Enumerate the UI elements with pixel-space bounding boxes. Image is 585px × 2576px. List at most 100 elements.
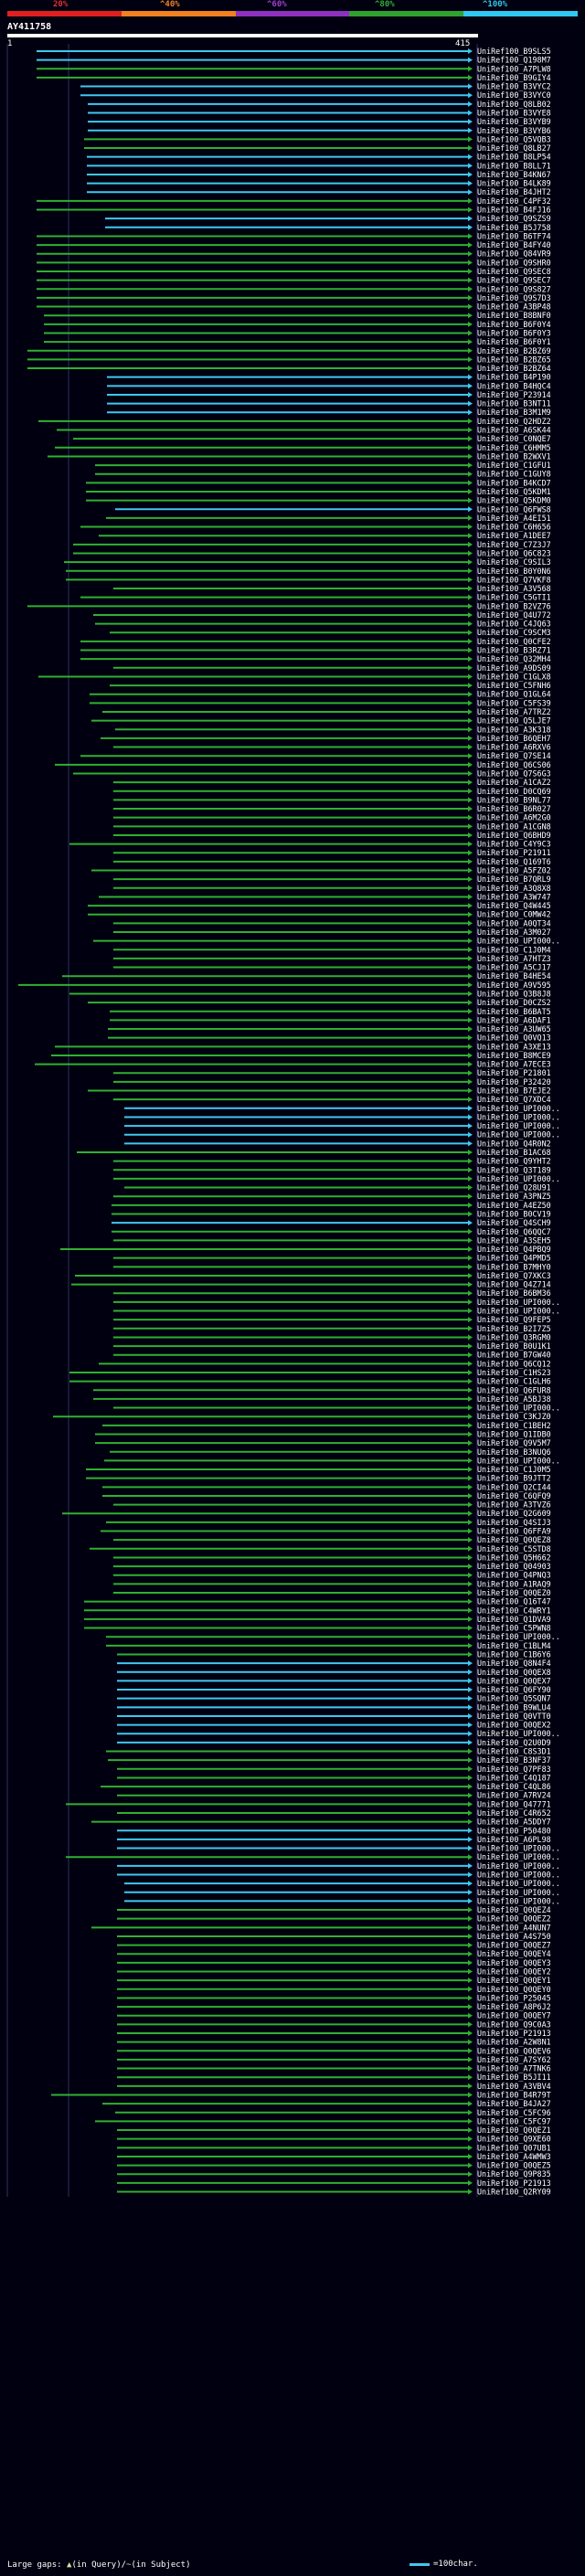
hit-row[interactable]: UniRef100_B6QEH7 (101, 734, 551, 743)
hit-row[interactable]: UniRef100_UPI000.. (113, 1174, 560, 1183)
hit-label[interactable]: UniRef100_C1J0M5 (477, 1465, 551, 1474)
hit-label[interactable]: UniRef100_Q0QEX8 (477, 1668, 551, 1677)
hit-label[interactable]: UniRef100_A3M027 (477, 928, 551, 937)
hit-row[interactable]: UniRef100_Q4Z714 (71, 1280, 551, 1289)
hit-row[interactable]: UniRef100_B4P190 (107, 373, 551, 382)
hit-label[interactable]: UniRef100_UPI000.. (477, 1632, 560, 1641)
hit-row[interactable]: UniRef100_B6F0Y3 (44, 328, 551, 337)
hit-label[interactable]: UniRef100_A4EZ50 (477, 1201, 551, 1210)
hit-label[interactable]: UniRef100_Q0QEX2 (477, 1721, 551, 1730)
hit-row[interactable]: UniRef100_C5FS39 (90, 698, 551, 707)
hit-label[interactable]: UniRef100_A9V595 (477, 981, 551, 990)
hit-label[interactable]: UniRef100_C1GLX8 (477, 672, 551, 681)
hit-label[interactable]: UniRef100_A7ECE3 (477, 1060, 551, 1069)
hit-row[interactable]: UniRef100_C3KJZ0 (53, 1412, 551, 1421)
hit-row[interactable]: UniRef100_A3SEH5 (113, 1235, 551, 1245)
hit-label[interactable]: UniRef100_Q4U772 (477, 610, 551, 620)
hit-row[interactable]: UniRef100_C1J0M5 (86, 1465, 551, 1474)
hit-label[interactable]: UniRef100_A1CGN8 (477, 822, 551, 831)
hit-row[interactable]: UniRef100_A3VBV4 (117, 2082, 551, 2091)
hit-label[interactable]: UniRef100_P21913 (477, 2029, 551, 2038)
hit-row[interactable]: UniRef100_B2BZ64 (27, 364, 551, 373)
hit-row[interactable]: UniRef100_P21913 (117, 2029, 551, 2038)
hit-row[interactable]: UniRef100_B9SLS5 (37, 47, 551, 56)
hit-label[interactable]: UniRef100_Q9SZS9 (477, 214, 551, 223)
hit-label[interactable]: UniRef100_B3VYC0 (477, 90, 551, 100)
hit-row[interactable]: UniRef100_Q4R0N2 (124, 1139, 551, 1148)
hit-row[interactable]: UniRef100_B8BNF0 (44, 311, 551, 320)
hit-label[interactable]: UniRef100_Q4PBQ9 (477, 1245, 551, 1254)
hit-row[interactable]: UniRef100_C6HMM5 (55, 443, 551, 452)
hit-row[interactable]: UniRef100_C5FC96 (115, 2108, 551, 2117)
hit-label[interactable]: UniRef100_P21911 (477, 848, 551, 857)
hit-label[interactable]: UniRef100_B4FJ16 (477, 206, 551, 215)
hit-label[interactable]: UniRef100_Q8N4F4 (477, 1659, 551, 1668)
hit-label[interactable]: UniRef100_C5FNH6 (477, 681, 551, 690)
hit-label[interactable]: UniRef100_B2VZ76 (477, 601, 551, 610)
hit-row[interactable]: UniRef100_Q4PNQ3 (113, 1571, 551, 1580)
hit-label[interactable]: UniRef100_B6R027 (477, 804, 551, 813)
hit-label[interactable]: UniRef100_B9GIY4 (477, 73, 551, 82)
hit-row[interactable]: UniRef100_B6F0Y4 (44, 320, 551, 329)
hit-row[interactable]: UniRef100_Q4U772 (93, 610, 551, 620)
hit-row[interactable]: UniRef100_C5FNH6 (110, 681, 551, 690)
hit-label[interactable]: UniRef100_Q9SEC7 (477, 276, 551, 285)
hit-label[interactable]: UniRef100_C3KJZ0 (477, 1412, 551, 1421)
hit-label[interactable]: UniRef100_Q5LJE7 (477, 716, 551, 726)
hit-row[interactable]: UniRef100_Q6FFA9 (101, 1527, 551, 1536)
hit-label[interactable]: UniRef100_B4HQC4 (477, 381, 551, 390)
hit-row[interactable]: UniRef100_B4HE54 (62, 971, 551, 981)
hit-row[interactable]: UniRef100_A4EZ50 (112, 1201, 551, 1210)
hit-row[interactable]: UniRef100_C5GTI1 (80, 593, 551, 602)
hit-row[interactable]: UniRef100_B3RZ71 (80, 646, 551, 655)
hit-label[interactable]: UniRef100_B9JTT2 (477, 1474, 551, 1483)
hit-row[interactable]: UniRef100_Q0QEZ1 (117, 2125, 551, 2135)
hit-row[interactable]: UniRef100_A7PLW8 (37, 64, 551, 73)
hit-row[interactable]: UniRef100_A8P6J2 (117, 2002, 551, 2011)
hit-label[interactable]: UniRef100_UPI000.. (477, 1852, 560, 1861)
hit-row[interactable]: UniRef100_B0U1K1 (113, 1341, 551, 1351)
hit-label[interactable]: UniRef100_Q9V5M7 (477, 1438, 551, 1447)
hit-row[interactable]: UniRef100_D0CZS2 (88, 998, 551, 1007)
hit-label[interactable]: UniRef100_Q0QEY3 (477, 1958, 551, 1967)
hit-row[interactable]: UniRef100_C1GLH6 (69, 1377, 551, 1386)
hit-label[interactable]: UniRef100_Q0QEY0 (477, 1985, 551, 1994)
hit-row[interactable]: UniRef100_A4S750 (117, 1932, 551, 1941)
hit-row[interactable]: UniRef100_Q1IDB0 (95, 1429, 551, 1438)
hit-label[interactable]: UniRef100_C4R652 (477, 1808, 551, 1818)
hit-label[interactable]: UniRef100_Q169T6 (477, 857, 551, 866)
hit-label[interactable]: UniRef100_UPI000.. (477, 1861, 560, 1871)
hit-row[interactable]: UniRef100_B4KCD7 (86, 478, 551, 487)
hit-row[interactable]: UniRef100_C4JQ63 (95, 620, 551, 629)
hit-row[interactable]: UniRef100_C1GFU1 (95, 461, 551, 470)
hit-label[interactable]: UniRef100_A4EI51 (477, 514, 551, 523)
hit-label[interactable]: UniRef100_B4JHT2 (477, 187, 551, 196)
hit-row[interactable]: UniRef100_B3VYC2 (80, 82, 551, 91)
hit-row[interactable]: UniRef100_P21801 (113, 1068, 551, 1077)
hit-row[interactable]: UniRef100_C7Z3J7 (73, 540, 551, 549)
hit-row[interactable]: UniRef100_B4JA27 (102, 2099, 551, 2108)
hit-row[interactable]: UniRef100_UPI000.. (117, 1870, 560, 1879)
hit-label[interactable]: UniRef100_B4P190 (477, 373, 551, 382)
hit-label[interactable]: UniRef100_UPI000.. (477, 1456, 560, 1465)
hit-row[interactable]: UniRef100_P23914 (107, 390, 551, 399)
hit-row[interactable]: UniRef100_C1HS23 (69, 1368, 551, 1377)
hit-label[interactable]: UniRef100_Q2G609 (477, 1509, 551, 1518)
hit-row[interactable]: UniRef100_A3XE13 (55, 1042, 551, 1051)
hit-label[interactable]: UniRef100_B3VYE8 (477, 108, 551, 117)
hit-row[interactable]: UniRef100_A1RAQ9 (113, 1579, 551, 1588)
hit-label[interactable]: UniRef100_A5DDY7 (477, 1818, 551, 1827)
hit-row[interactable]: UniRef100_B3NF37 (108, 1755, 551, 1765)
hit-label[interactable]: UniRef100_Q0VTT0 (477, 1712, 551, 1721)
hit-label[interactable]: UniRef100_Q1DVA9 (477, 1615, 551, 1624)
hit-label[interactable]: UniRef100_Q7VKF8 (477, 575, 551, 584)
hit-label[interactable]: UniRef100_C4PF32 (477, 196, 551, 206)
hit-label[interactable]: UniRef100_Q6BHD9 (477, 831, 551, 840)
hit-label[interactable]: UniRef100_Q2CI44 (477, 1482, 551, 1491)
hit-label[interactable]: UniRef100_B7QRL9 (477, 875, 551, 884)
hit-label[interactable]: UniRef100_A4S750 (477, 1932, 551, 1941)
hit-row[interactable]: UniRef100_Q9P835 (117, 2169, 551, 2178)
hit-label[interactable]: UniRef100_Q1IDB0 (477, 1429, 551, 1438)
hit-row[interactable]: UniRef100_Q32MH4 (80, 654, 551, 663)
hit-label[interactable]: UniRef100_B7EJE2 (477, 1087, 551, 1096)
